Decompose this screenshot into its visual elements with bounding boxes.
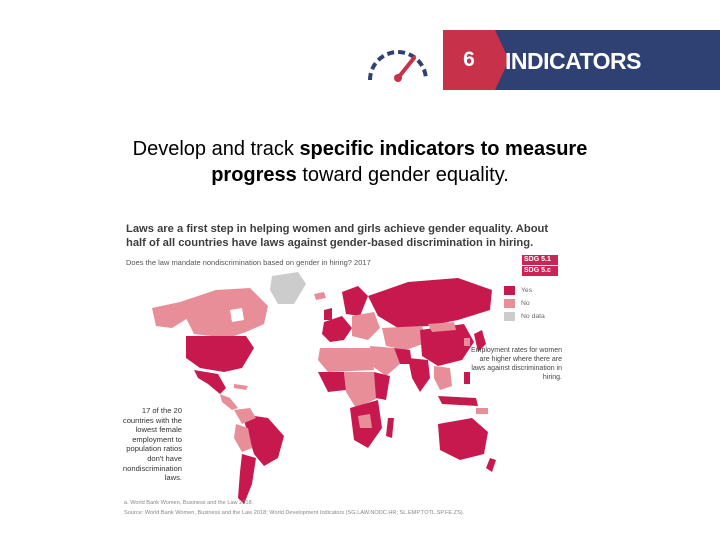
speedometer-icon: [368, 50, 428, 82]
banner-label: INDICATORS: [505, 48, 642, 74]
map-figure: Laws are a first step in helping women a…: [118, 218, 568, 523]
region-west-africa: [318, 372, 346, 392]
banner-number: 6: [463, 48, 475, 71]
legend-label-yes: Yes: [521, 287, 533, 294]
headline-bold1: specific indicators to measure: [299, 138, 588, 160]
region-china: [420, 324, 474, 366]
region-usa: [186, 336, 254, 372]
region-colombia-venezuela: [234, 408, 256, 424]
region-scandinavia: [342, 286, 368, 316]
legend-swatch-yes: [504, 286, 515, 295]
region-southeast-asia: [434, 366, 452, 390]
region-central-africa: [344, 372, 378, 408]
figure-title: Laws are a first step in helping women a…: [126, 223, 549, 249]
region-north-africa: [318, 348, 374, 372]
banner-number-box: [443, 30, 495, 90]
region-greenland: [270, 272, 306, 304]
headline-bold2: progress: [211, 164, 297, 186]
region-central-asia: [382, 326, 428, 350]
region-india: [408, 358, 430, 392]
region-europe-west: [322, 316, 352, 342]
region-canada: [180, 288, 268, 338]
region-east-africa: [374, 372, 390, 400]
region-middle-east: [370, 346, 400, 376]
region-japan: [474, 330, 486, 352]
footnote-a: a. World Bank Women, Business and the La…: [124, 500, 254, 506]
legend-label-no: No: [521, 300, 530, 307]
region-uk: [324, 308, 332, 320]
region-peru-bolivia: [234, 424, 252, 452]
world-map: [152, 272, 496, 504]
region-alaska: [152, 302, 188, 328]
banner-arrow: [495, 30, 509, 90]
headline-part2: toward gender equality.: [296, 164, 509, 186]
headline: Develop and track specific indicators to…: [80, 136, 640, 188]
region-mexico: [194, 370, 226, 394]
region-iran: [394, 348, 412, 364]
legend-swatch-nodata: [504, 312, 515, 321]
region-central-america: [220, 394, 238, 410]
sdg-tag-2: SDG 5.c: [522, 266, 558, 276]
legend-swatch-no: [504, 299, 515, 308]
legend-label-nodata: No data: [521, 313, 545, 320]
footnote-source: Source: World Bank Women, Business and t…: [124, 510, 465, 516]
sdg-tag-1: SDG 5.1: [522, 255, 558, 265]
note-employment-rates: Employment rates for women are higher wh…: [470, 347, 562, 381]
region-madagascar: [386, 418, 394, 438]
indicators-banner: 6 INDICATORS: [443, 30, 720, 90]
region-indonesia: [438, 396, 478, 406]
region-australia: [438, 418, 488, 460]
region-europe-east: [352, 312, 380, 340]
region-brazil: [242, 414, 284, 466]
note-lowest-employment: 17 of the 20 countries with the lowest f…: [122, 406, 182, 483]
figure-subtitle: Does the law mandate nondiscrimination b…: [126, 258, 371, 267]
region-argentina-chile: [238, 454, 256, 504]
headline-part1: Develop and track: [132, 138, 300, 160]
region-russia: [368, 278, 492, 328]
